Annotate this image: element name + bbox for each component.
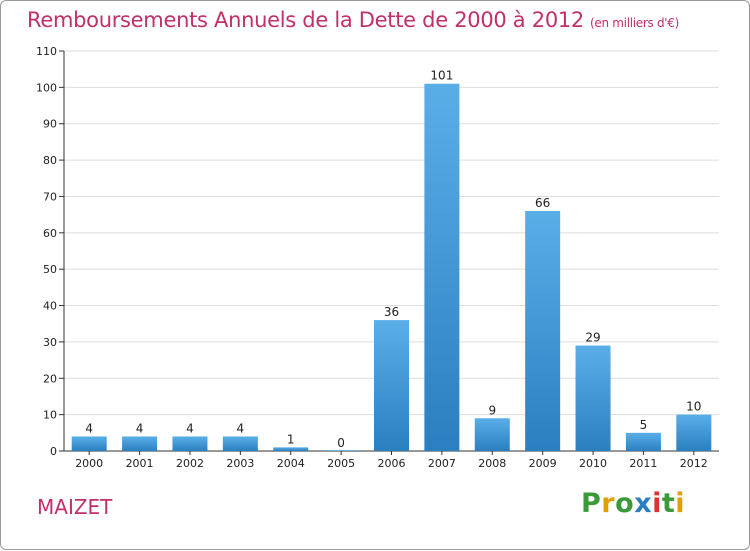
x-tick-label-2008: 2008 (478, 457, 506, 470)
y-tick-label: 40 (43, 300, 57, 313)
bar-2006 (374, 320, 409, 451)
bar-2004 (273, 447, 309, 451)
labels: 0102030405060708090100110200042001420024… (36, 45, 708, 470)
data-label-2012: 10 (686, 400, 701, 414)
logo-letter: i (652, 488, 662, 519)
bar-2005 (323, 450, 359, 451)
x-tick-label-2000: 2000 (75, 457, 103, 470)
data-label-2001: 4 (136, 421, 144, 435)
logo-letter: r (601, 488, 616, 519)
x-tick-label-2012: 2012 (680, 457, 708, 470)
x-tick-label-2006: 2006 (378, 457, 406, 470)
data-label-2009: 66 (535, 196, 550, 210)
y-tick-label: 0 (50, 445, 57, 458)
data-label-2000: 4 (85, 421, 93, 435)
chart-title-text: Remboursements Annuels de la Dette de 20… (27, 8, 584, 32)
y-tick-label: 20 (43, 372, 57, 385)
y-tick-label: 110 (36, 45, 57, 58)
bar-2012 (676, 414, 712, 451)
logo-letter: x (634, 488, 653, 519)
data-label-2002: 4 (186, 421, 194, 435)
logo-letter: o (615, 488, 635, 519)
y-tick-label: 50 (43, 263, 57, 276)
y-tick-label: 30 (43, 336, 57, 349)
data-label-2010: 29 (585, 331, 600, 345)
bars (71, 83, 712, 452)
data-label-2005: 0 (337, 436, 345, 450)
x-tick-label-2004: 2004 (277, 457, 305, 470)
commune-name: MAIZET (37, 495, 113, 519)
logo-letter: P (581, 488, 602, 519)
bar-2002 (172, 436, 208, 451)
chart-title: Remboursements Annuels de la Dette de 20… (27, 8, 679, 32)
y-tick-label: 90 (43, 118, 57, 131)
x-tick-label-2009: 2009 (529, 457, 557, 470)
x-tick-label-2002: 2002 (176, 457, 204, 470)
y-tick-label: 60 (43, 227, 57, 240)
x-tick-label-2005: 2005 (327, 457, 355, 470)
y-tick-label: 100 (36, 81, 57, 94)
bar-2000 (71, 436, 107, 451)
x-tick-label-2010: 2010 (579, 457, 607, 470)
bar-2010 (575, 345, 611, 451)
bar-2008 (474, 418, 510, 451)
x-tick-label-2011: 2011 (629, 457, 657, 470)
y-tick-label: 70 (43, 190, 57, 203)
data-label-2003: 4 (237, 421, 245, 435)
x-tick-label-2003: 2003 (226, 457, 254, 470)
data-label-2007: 101 (430, 69, 453, 83)
logo-letter: t (661, 488, 676, 519)
data-label-2008: 9 (488, 403, 496, 417)
y-tick-label: 80 (43, 154, 57, 167)
chart-unit: (en milliers d'€) (590, 16, 680, 30)
bar-2009 (525, 211, 561, 451)
y-tick-label: 10 (43, 409, 57, 422)
data-label-2004: 1 (287, 432, 295, 446)
x-tick-label-2001: 2001 (126, 457, 154, 470)
bar-2011 (625, 432, 661, 451)
data-label-2011: 5 (640, 418, 648, 432)
bar-2007 (424, 83, 460, 452)
logo-letter: i (675, 488, 686, 519)
x-tick-label-2007: 2007 (428, 457, 456, 470)
bar-2001 (122, 436, 158, 451)
data-label-2006: 36 (384, 305, 399, 319)
proxiti-logo: Proxiti (581, 488, 685, 519)
bar-2003 (222, 436, 258, 451)
